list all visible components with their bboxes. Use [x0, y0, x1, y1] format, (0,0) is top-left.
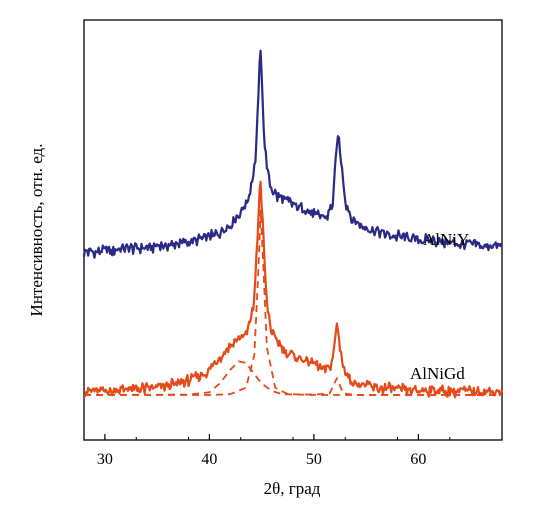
x-axis-label: 2θ, град — [264, 479, 321, 498]
series-lines — [82, 49, 504, 399]
x-tick-label-30: 30 — [97, 451, 113, 468]
series-line-fit-2 — [84, 209, 502, 396]
series-label-alnigd: AlNiGd — [410, 364, 465, 383]
x-tick-label-60: 60 — [410, 451, 426, 468]
y-axis-label: Интенсивность, отн. ед. — [27, 144, 46, 317]
series-line-alnigd — [83, 180, 504, 399]
x-tick-label-50: 50 — [306, 451, 322, 468]
series-line-alniy — [82, 49, 504, 259]
x-tick-label-40: 40 — [201, 451, 217, 468]
x-axis-ticks: 30 40 50 60 — [97, 434, 451, 468]
series-line-fit-3 — [83, 360, 502, 396]
series-label-alniy: AlNiY — [423, 230, 469, 249]
